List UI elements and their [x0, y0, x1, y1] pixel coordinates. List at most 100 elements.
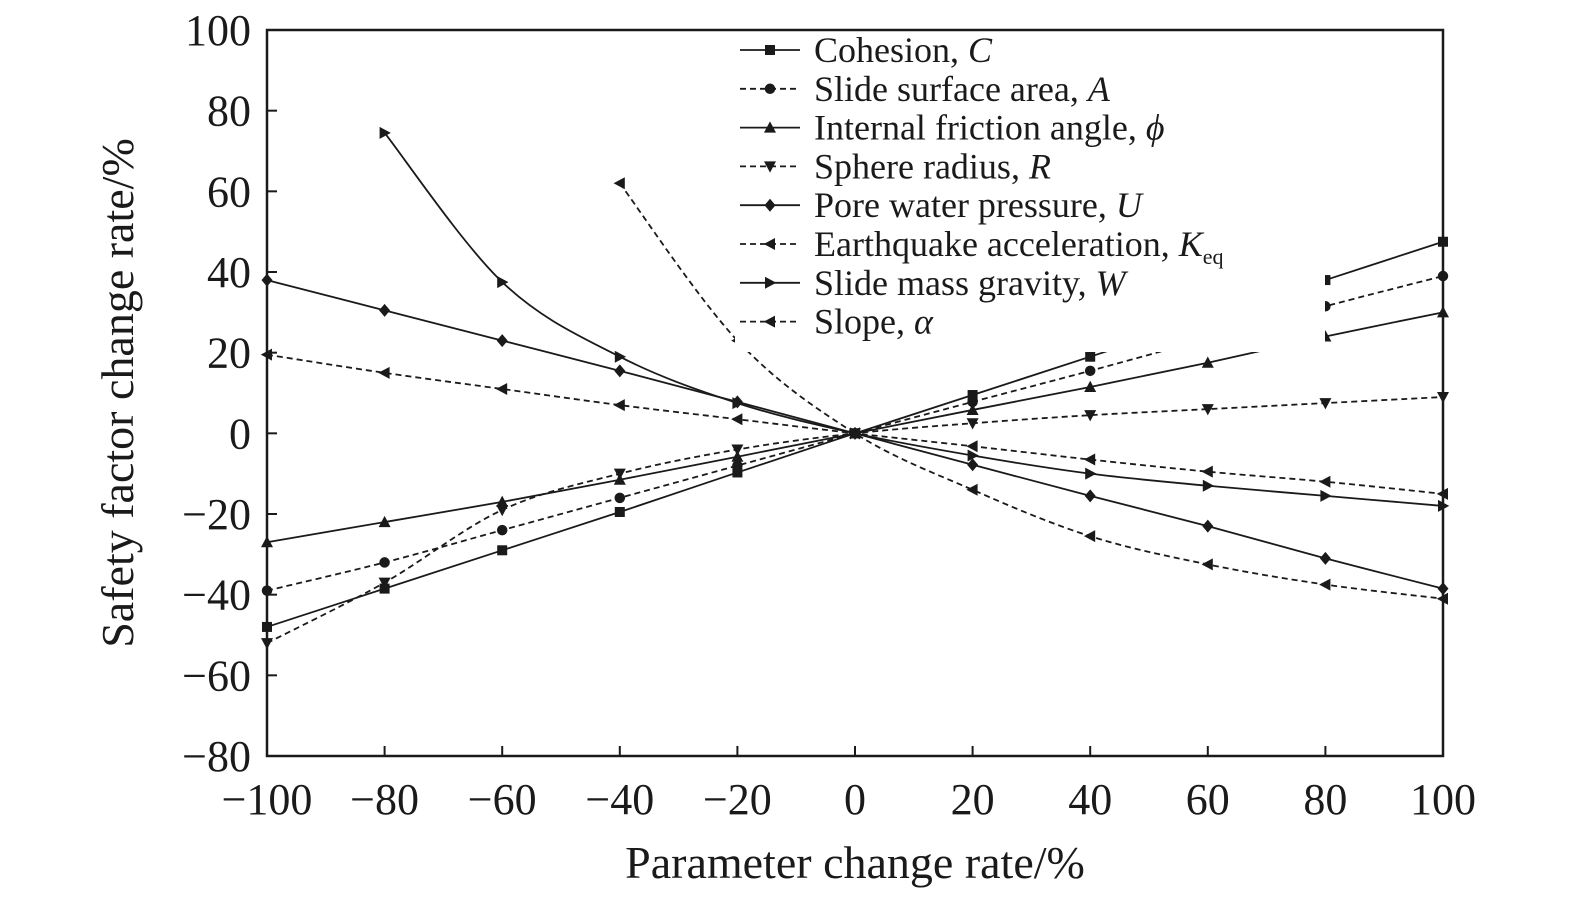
legend-marker: [764, 83, 776, 95]
legend-label-symbol: ϕ: [1146, 108, 1165, 148]
data-point: [1201, 356, 1214, 368]
data-point: [495, 382, 508, 395]
data-point: [1085, 467, 1097, 480]
data-point: [848, 427, 860, 440]
data-point: [731, 450, 744, 462]
legend-label-symbol: A: [1086, 69, 1111, 109]
x-tick-label: 80: [1303, 775, 1347, 824]
legend-item: Slide mass gravity, W: [740, 263, 1129, 303]
x-tick-label: −40: [585, 775, 654, 824]
data-point: [614, 492, 626, 504]
data-point: [613, 468, 626, 480]
legend-label-symbol: α: [914, 302, 934, 342]
y-tick-label: 40: [207, 248, 251, 297]
data-point: [614, 364, 626, 378]
series-line: [266, 396, 1444, 644]
data-point: [1083, 453, 1096, 466]
x-axis-title: Parameter change rate/%: [625, 837, 1085, 888]
y-tick-label: 80: [207, 87, 251, 136]
legend-label-symbol: W: [1096, 263, 1129, 303]
legend-marker: [764, 121, 776, 133]
y-tick-label: 100: [185, 6, 251, 55]
legend-label: Internal friction angle, ϕ: [814, 108, 1165, 148]
legend-label-symbol: U: [1116, 185, 1144, 225]
y-tick-label: −20: [182, 490, 251, 539]
legend-label-text: Slide surface area,: [814, 69, 1088, 109]
legend-item: Cohesion, C: [740, 30, 993, 70]
legend-marker: [764, 198, 776, 212]
legend-label-symbol: C: [968, 30, 993, 70]
data-point: [967, 449, 979, 462]
legend-label-text: Pore water pressure,: [814, 185, 1116, 225]
legend-label-symbol: K: [1178, 224, 1205, 264]
x-tick-label: 20: [951, 775, 995, 824]
data-point: [731, 444, 744, 456]
data-point: [496, 524, 508, 536]
legend-label-text: Earthquake acceleration,: [814, 224, 1179, 264]
legend-marker: [764, 161, 776, 173]
data-point: [1202, 479, 1215, 492]
data-point: [1319, 551, 1331, 565]
data-point: [966, 483, 978, 496]
legend-marker: [763, 238, 775, 250]
data-point: [613, 177, 625, 190]
legend-label-text: Slope,: [814, 302, 914, 342]
series-line: [383, 132, 1444, 507]
data-point: [378, 366, 390, 379]
data-point: [1201, 558, 1213, 571]
series-line: [619, 182, 1444, 600]
legend-label: Slide surface area, A: [814, 69, 1111, 109]
data-point: [1319, 398, 1332, 410]
data-point: [966, 440, 978, 453]
legend-label: Pore water pressure, U: [814, 185, 1144, 225]
data-point: [731, 413, 743, 426]
data-point: [1319, 475, 1331, 488]
data-point: [732, 460, 743, 471]
x-tick-label: −60: [468, 775, 537, 824]
legend-label: Earthquake acceleration, Keq: [814, 224, 1224, 269]
data-point: [1084, 380, 1097, 392]
data-point: [1083, 530, 1096, 543]
series-line: [266, 353, 1444, 495]
legend-label-text: Internal friction angle,: [814, 108, 1146, 148]
data-point: [1202, 519, 1214, 533]
data-point: [1084, 410, 1097, 422]
data-point: [614, 350, 627, 363]
legend-marker: [763, 315, 775, 328]
x-tick-label: 40: [1068, 775, 1112, 824]
data-point: [379, 126, 391, 139]
legend-label: Sphere radius, R: [814, 146, 1051, 186]
data-point: [378, 515, 391, 528]
data-point: [614, 506, 625, 517]
y-tick-label: 60: [207, 167, 251, 216]
legend-item: Slope, α: [740, 302, 934, 342]
data-point: [497, 545, 508, 556]
y-tick-label: −40: [182, 571, 251, 620]
x-tick-label: −100: [222, 775, 313, 824]
legend-item: Sphere radius, R: [740, 146, 1051, 186]
legend-item: Internal friction angle, ϕ: [740, 108, 1165, 148]
series-8: [613, 177, 1448, 605]
series-6: [260, 348, 1448, 500]
y-tick-label: 0: [229, 409, 251, 458]
legend-marker: [765, 276, 777, 289]
legend-label: Slope, α: [814, 302, 934, 342]
data-point: [496, 504, 509, 517]
legend-background: [735, 34, 1325, 352]
data-point: [967, 390, 978, 401]
legend-label: Cohesion, C: [814, 30, 993, 70]
data-point: [732, 467, 743, 478]
data-point: [1320, 275, 1331, 286]
data-point: [1201, 404, 1214, 416]
legend-marker: [765, 45, 775, 55]
data-point: [967, 396, 978, 408]
x-tick-label: 60: [1186, 775, 1230, 824]
data-point: [496, 334, 508, 348]
data-point: [967, 458, 979, 472]
data-point: [966, 403, 979, 415]
x-tick-label: −20: [703, 775, 772, 824]
x-tick-label: −80: [350, 775, 419, 824]
legend-label-text: Cohesion,: [814, 30, 968, 70]
axis-ticks: −100 −80 −60 −40 −20 0 20 40 60 80 100−80−60−40−20…: [182, 6, 1476, 824]
